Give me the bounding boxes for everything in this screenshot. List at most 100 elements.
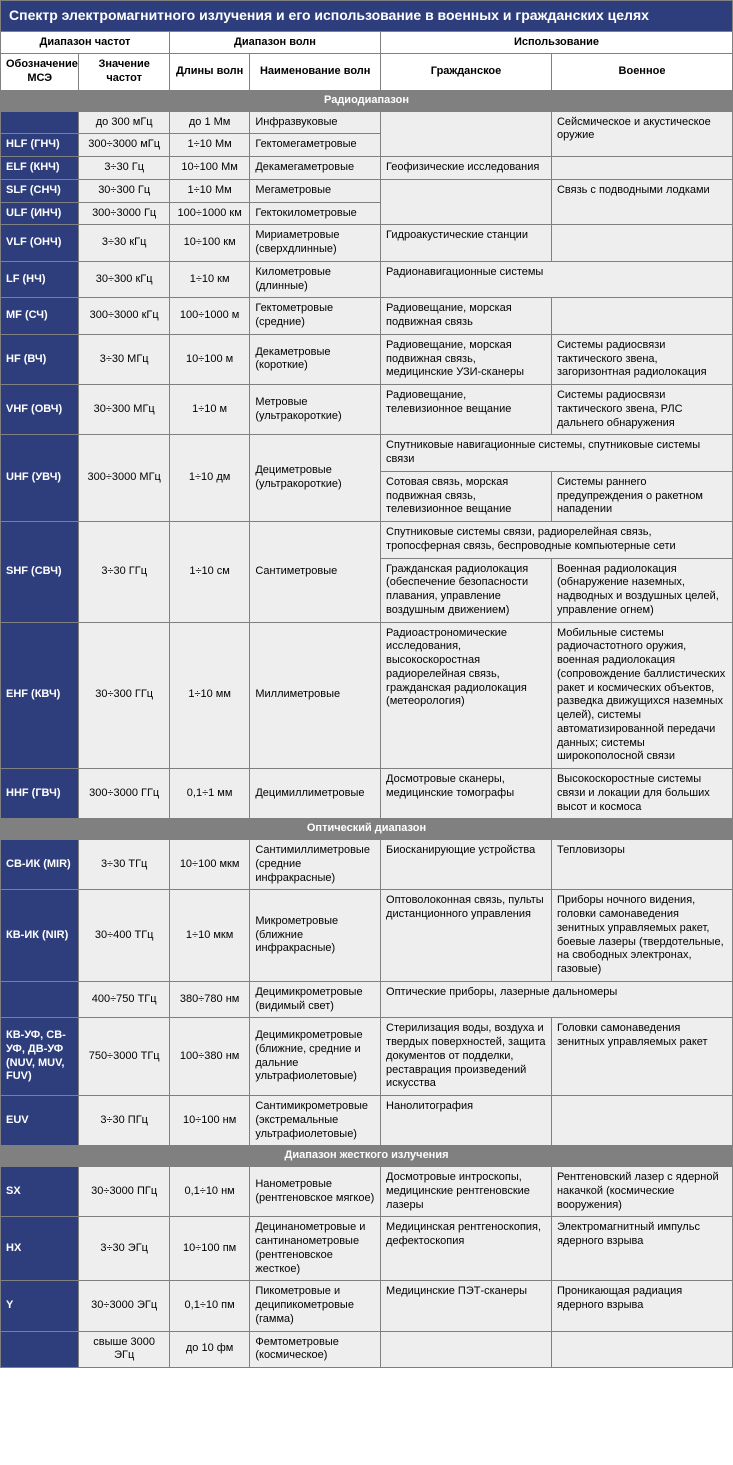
row-label: HF (ВЧ)	[1, 334, 79, 384]
row-label: SLF (СНЧ)	[1, 179, 79, 202]
row-wname: Сантиметровые	[250, 522, 381, 623]
table-row: SX 30÷3000 ПГц 0,1÷10 нм Нанометровые (р…	[1, 1167, 733, 1217]
table-row: VLF (ОНЧ) 3÷30 кГц 10÷100 км Мириаметров…	[1, 225, 733, 262]
row-freq: 300÷3000 Гц	[79, 202, 169, 225]
row-label: SHF (СВЧ)	[1, 522, 79, 623]
row-freq: 30÷300 МГц	[79, 385, 169, 435]
row-freq: 3÷30 ГГц	[79, 522, 169, 623]
row-wname: Микрометровые (ближние инфракрасные)	[250, 890, 381, 982]
row-wname: Нанометровые (рентгеновское мягкое)	[250, 1167, 381, 1217]
row-civil: Биосканирующие устройства	[381, 840, 552, 890]
row-both: Оптические приборы, лазерные дальномеры	[381, 981, 733, 1018]
row-wname: Декамегаметровые	[250, 157, 381, 180]
row-wname: Сантимикрометровые (экстремальные ультра…	[250, 1096, 381, 1146]
row-wlen: 1÷10 см	[169, 522, 249, 623]
row-label: VLF (ОНЧ)	[1, 225, 79, 262]
hdr-military: Военное	[551, 54, 732, 91]
table-row: свыше 3000 ЭГц до 10 фм Фемтометровые (к…	[1, 1331, 733, 1368]
hdr-usage: Использование	[381, 31, 733, 54]
row-civil: Сотовая связь, морская подвижная связь, …	[381, 471, 552, 521]
section-hard: Диапазон жесткого излучения	[1, 1146, 733, 1167]
row-civil: Досмотровые интроскопы, медицинские рент…	[381, 1167, 552, 1217]
row-mil: Системы радиосвязи тактического звена, Р…	[551, 385, 732, 435]
row-label: SX	[1, 1167, 79, 1217]
row-wname: Метровые (ультракороткие)	[250, 385, 381, 435]
row-mil: Тепловизоры	[551, 840, 732, 890]
row-label: HLF (ГНЧ)	[1, 134, 79, 157]
row-freq: 300÷3000 кГц	[79, 298, 169, 335]
row-wname: Километровые (длинные)	[250, 261, 381, 298]
row-wlen: 10÷100 мкм	[169, 840, 249, 890]
row-civil: Досмотровые сканеры, медицинские томогра…	[381, 769, 552, 819]
row-label: ELF (КНЧ)	[1, 157, 79, 180]
row-freq: 3÷30 МГц	[79, 334, 169, 384]
table-row: SLF (СНЧ) 30÷300 Гц 1÷10 Мм Мегаметровые…	[1, 179, 733, 202]
row-wlen: 1÷10 дм	[169, 435, 249, 522]
row-civil: Радиовещание, морская подвижная связь, м…	[381, 334, 552, 384]
row-wlen: 10÷100 м	[169, 334, 249, 384]
table-row: VHF (ОВЧ) 30÷300 МГц 1÷10 м Метровые (ул…	[1, 385, 733, 435]
row-civil: Нанолитография	[381, 1096, 552, 1146]
section-hard-label: Диапазон жесткого излучения	[1, 1146, 733, 1167]
row-mil: Приборы ночного видения, головки самонав…	[551, 890, 732, 982]
row-wname: Гектомегаметровые	[250, 134, 381, 157]
row-civil: Геофизические исследования	[381, 157, 552, 180]
row-mil	[551, 225, 732, 262]
row-mil	[551, 1331, 732, 1368]
row-label: КВ-ИК (NIR)	[1, 890, 79, 982]
row-wname: Фемтометровые (космическое)	[250, 1331, 381, 1368]
row-mil: Головки самонаведения зенитных управляем…	[551, 1018, 732, 1096]
row-wlen: 1÷10 Мм	[169, 179, 249, 202]
row-wname: Децимикрометровые (ближние, средние и да…	[250, 1018, 381, 1096]
row-wname: Гектометровые (средние)	[250, 298, 381, 335]
row-wlen: 100÷380 нм	[169, 1018, 249, 1096]
row-mil	[551, 298, 732, 335]
section-optical: Оптический диапазон	[1, 819, 733, 840]
row-label: ULF (ИНЧ)	[1, 202, 79, 225]
table-row: HHF (ГВЧ) 300÷3000 ГГц 0,1÷1 мм Децимилл…	[1, 769, 733, 819]
row-mil: Высокоскоростные системы связи и локации…	[551, 769, 732, 819]
row-civil: Радиовещание, телевизионное вещание	[381, 385, 552, 435]
row-wname: Децимиллиметровые	[250, 769, 381, 819]
row-label: СВ-ИК (MIR)	[1, 840, 79, 890]
row-label: MF (СЧ)	[1, 298, 79, 335]
row-label: LF (НЧ)	[1, 261, 79, 298]
row-wname: Мириаметровые (сверхдлинные)	[250, 225, 381, 262]
table-row: ELF (КНЧ) 3÷30 Гц 10÷100 Мм Декамегаметр…	[1, 157, 733, 180]
row-mil: Проникающая радиация ядерного взрыва	[551, 1281, 732, 1331]
row-wlen: 10÷100 км	[169, 225, 249, 262]
table-row: СВ-ИК (MIR) 3÷30 ТГц 10÷100 мкм Сантимил…	[1, 840, 733, 890]
row-wlen: до 1 Мм	[169, 111, 249, 134]
row-wname: Мегаметровые	[250, 179, 381, 202]
row-freq: до 300 мГц	[79, 111, 169, 134]
row-freq: 3÷30 ЭГц	[79, 1217, 169, 1281]
header-row-2: Обозначение МСЭ Значение частот Длины во…	[1, 54, 733, 91]
row-wname: Децинанометровые и сантинанометровые (ре…	[250, 1217, 381, 1281]
em-spectrum-table: Спектр электромагнитного излучения и его…	[0, 0, 733, 1368]
row-freq: 750÷3000 ТГц	[79, 1018, 169, 1096]
table-row: до 300 мГц до 1 Мм Инфразвуковые Сейсмич…	[1, 111, 733, 134]
row-wlen: 1÷10 Мм	[169, 134, 249, 157]
row-freq: свыше 3000 ЭГц	[79, 1331, 169, 1368]
section-radio: Радиодиапазон	[1, 90, 733, 111]
table-row: HF (ВЧ) 3÷30 МГц 10÷100 м Декаметровые (…	[1, 334, 733, 384]
row-wlen: 100÷1000 км	[169, 202, 249, 225]
row-wlen: 0,1÷10 пм	[169, 1281, 249, 1331]
row-wlen: 0,1÷1 мм	[169, 769, 249, 819]
hdr-civil: Гражданское	[381, 54, 552, 91]
row-freq: 30÷3000 ЭГц	[79, 1281, 169, 1331]
row-freq: 300÷3000 мГц	[79, 134, 169, 157]
row-label: EUV	[1, 1096, 79, 1146]
row-freq: 3÷30 кГц	[79, 225, 169, 262]
section-radio-label: Радиодиапазон	[1, 90, 733, 111]
hdr-freq-range: Диапазон частот	[1, 31, 170, 54]
row-label	[1, 111, 79, 134]
row-label: VHF (ОВЧ)	[1, 385, 79, 435]
table-row: LF (НЧ) 30÷300 кГц 1÷10 км Километровые …	[1, 261, 733, 298]
table-row: Y 30÷3000 ЭГц 0,1÷10 пм Пикометровые и д…	[1, 1281, 733, 1331]
row-civil: Гражданская радиолокация (обеспечение бе…	[381, 558, 552, 622]
row-label: Y	[1, 1281, 79, 1331]
row-label	[1, 1331, 79, 1368]
row-wname: Пикометровые и деципикометровые (гамма)	[250, 1281, 381, 1331]
row-both: Спутниковые системы связи, радиорелейная…	[381, 522, 733, 559]
